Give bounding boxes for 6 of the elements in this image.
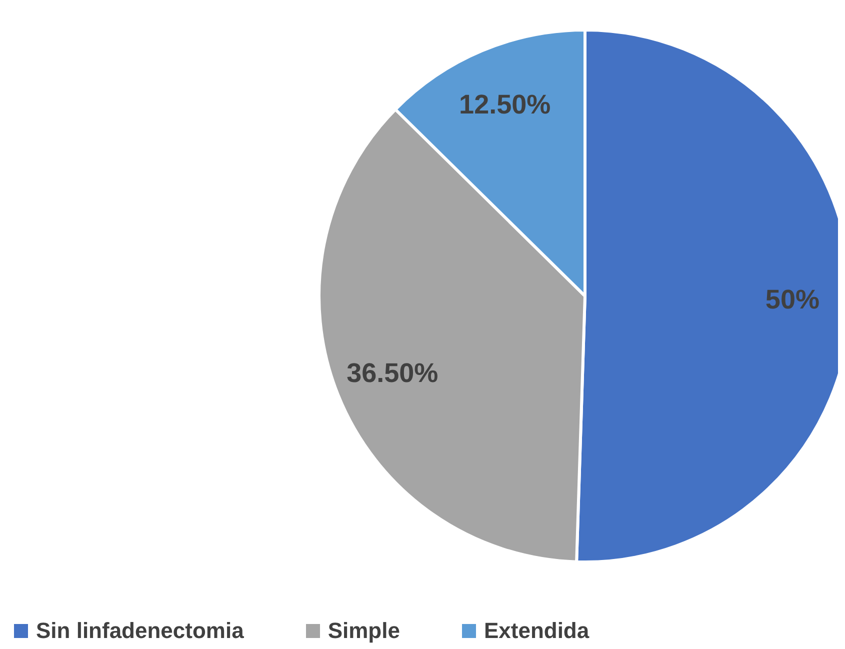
data-label: 50% bbox=[765, 284, 820, 314]
data-label: 12.50% bbox=[459, 90, 551, 120]
data-label: 36.50% bbox=[346, 358, 438, 388]
legend-label: Extendida bbox=[484, 618, 590, 644]
legend-label: Sin linfadenectomia bbox=[36, 618, 244, 644]
legend-label: Simple bbox=[328, 618, 400, 644]
